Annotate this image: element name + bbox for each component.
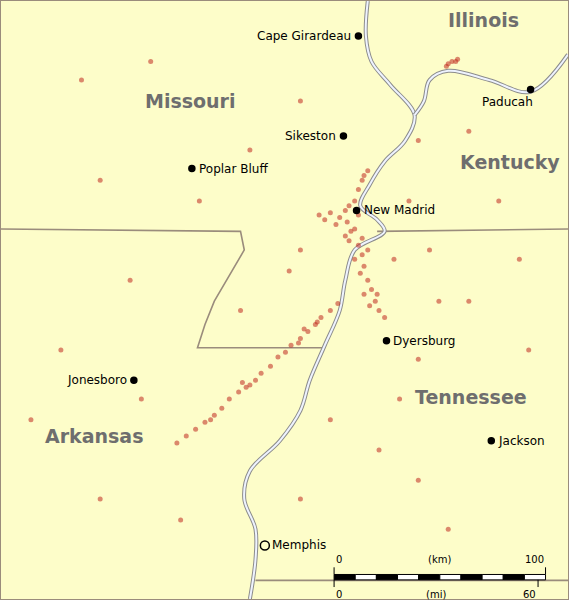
svg-text:Memphis: Memphis — [272, 538, 326, 552]
svg-text:Arkansas: Arkansas — [45, 425, 144, 447]
svg-text:0: 0 — [336, 554, 342, 565]
svg-text:Illinois: Illinois — [448, 9, 519, 31]
svg-text:Dyersburg: Dyersburg — [393, 334, 455, 348]
svg-text:(km): (km) — [428, 554, 451, 565]
svg-text:100: 100 — [525, 554, 544, 565]
svg-text:Paducah: Paducah — [482, 95, 533, 109]
svg-text:60: 60 — [523, 589, 536, 600]
svg-text:0: 0 — [336, 589, 342, 600]
svg-text:Jackson: Jackson — [498, 434, 545, 448]
svg-text:Missouri: Missouri — [145, 90, 236, 112]
svg-text:Jonesboro: Jonesboro — [67, 373, 127, 387]
svg-text:Poplar Bluff: Poplar Bluff — [199, 162, 268, 176]
svg-text:Sikeston: Sikeston — [285, 129, 336, 143]
svg-text:Tennessee: Tennessee — [415, 386, 527, 408]
svg-text:(mi): (mi) — [426, 589, 446, 600]
svg-text:Cape Girardeau: Cape Girardeau — [257, 29, 351, 43]
svg-text:Kentucky: Kentucky — [460, 151, 560, 173]
svg-text:New Madrid: New Madrid — [364, 203, 435, 217]
